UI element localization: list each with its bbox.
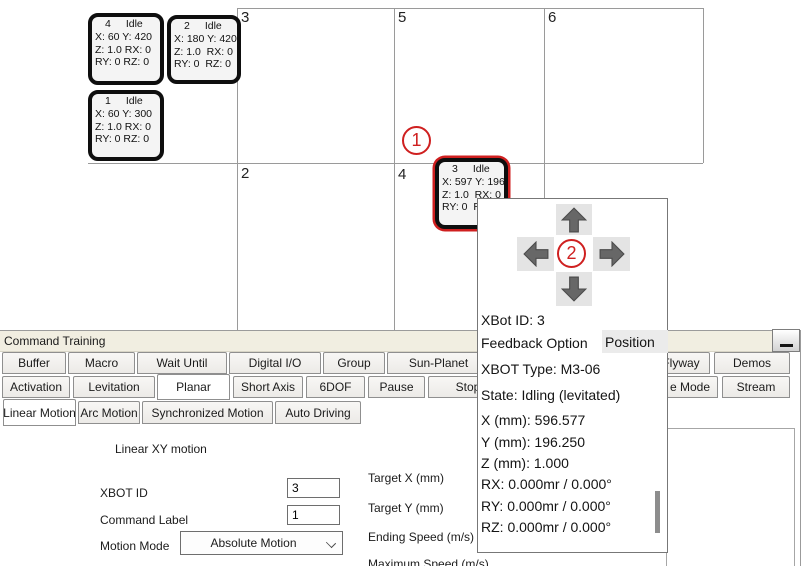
xbot-line: X: 597 Y: 196: [442, 176, 505, 188]
popup-x-mm: X (mm): 596.577: [481, 412, 586, 428]
grid-line: [703, 8, 704, 163]
maximum-speed-label: Maximum Speed (m/s): [368, 557, 489, 566]
tab-6dof[interactable]: 6DOF: [306, 376, 365, 398]
jog-down-button[interactable]: [556, 272, 592, 306]
tab-activation[interactable]: Activation: [2, 376, 70, 398]
tab-macro[interactable]: Macro: [68, 352, 135, 374]
window-titlebar[interactable]: Command Training: [0, 331, 800, 352]
xbot-line: RY: 0 RZ: 0: [174, 58, 231, 70]
tab-pause[interactable]: Pause: [368, 376, 425, 398]
xbot-state: Idle: [125, 18, 143, 30]
grid-cell-label-5: 5: [398, 9, 407, 26]
xbot-line: RY: 0 RZ: 0: [95, 56, 150, 68]
tab-wait-until[interactable]: Wait Until: [137, 352, 227, 374]
ending-speed-label: Ending Speed (m/s): [368, 530, 475, 544]
xbot-status-box-4[interactable]: 4 Idle X: 60 Y: 420 Z: 1.0 RX: 0 RY: 0 RZ…: [88, 13, 164, 85]
command-label-input[interactable]: [287, 505, 340, 525]
xbot-line: Z: 1.0 RX: 0: [174, 45, 233, 58]
section-label: Linear XY motion: [115, 442, 207, 456]
popup-state: State: Idling (levitated): [481, 387, 621, 403]
subtab-synchronized-motion[interactable]: Synchronized Motion: [142, 401, 273, 424]
xbot-id: 1: [105, 95, 111, 107]
motion-mode-value: Absolute Motion: [210, 536, 297, 550]
minimize-button[interactable]: [772, 329, 800, 352]
scrollbar-thumb[interactable]: [655, 491, 660, 533]
command-training-window: Command Training Buffer Macro Wait Until…: [0, 329, 801, 566]
xbot-id: 4: [105, 18, 111, 30]
popup-z-mm: Z (mm): 1.000: [481, 455, 569, 471]
xbot-line: RY: 0 RZ: 0: [95, 133, 150, 145]
xbot-line: X: 60 Y: 420: [95, 31, 153, 43]
jog-left-button[interactable]: [517, 237, 554, 271]
tab-digital-io[interactable]: Digital I/O: [229, 352, 321, 374]
grid-line: [88, 163, 703, 164]
feedback-option-label: Feedback Option: [481, 335, 588, 351]
tab-sun-planet[interactable]: Sun-Planet: [387, 352, 490, 374]
tab-short-axis[interactable]: Short Axis: [233, 376, 303, 398]
xbot-header: 4 Idle: [92, 18, 160, 31]
command-label-label: Command Label: [100, 513, 189, 527]
grid-line: [394, 8, 395, 330]
popup-xbot-type: XBOT Type: M3-06: [481, 361, 601, 377]
chevron-down-icon: [325, 537, 337, 549]
jog-up-button[interactable]: [556, 204, 592, 235]
annotation-circle-1: 1: [402, 126, 431, 155]
annotation-circle-2: 2: [557, 239, 586, 268]
popup-y-mm: Y (mm): 196.250: [481, 434, 586, 450]
popup-rz: RZ: 0.000mr / 0.000°: [481, 519, 612, 535]
motion-mode-label: Motion Mode: [100, 539, 170, 553]
feedback-option-select[interactable]: Position: [602, 330, 668, 353]
window-title: Command Training: [4, 334, 106, 348]
popup-rx: RX: 0.000mr / 0.000°: [481, 476, 612, 492]
xbot-line: X: 60 Y: 300: [95, 108, 153, 120]
xbot-status-box-1[interactable]: 1 Idle X: 60 Y: 300 Z: 1.0 RX: 0 RY: 0 RZ…: [88, 90, 164, 161]
arrow-left-icon: [522, 241, 548, 267]
xbot-header: 2 Idle: [171, 20, 237, 33]
xbot-id: 2: [184, 20, 190, 32]
xbot-id-input[interactable]: [287, 478, 340, 498]
motion-mode-select[interactable]: Absolute Motion: [180, 531, 343, 555]
xbot-line: Z: 1.0 RX: 0: [95, 43, 152, 56]
arrow-down-icon: [561, 276, 587, 302]
xbot-header: 1 Idle: [92, 95, 160, 108]
tab-demos[interactable]: Demos: [714, 352, 790, 374]
subtab-arc-motion[interactable]: Arc Motion: [78, 401, 140, 424]
tab-buffer[interactable]: Buffer: [2, 352, 66, 374]
arrow-up-icon: [561, 206, 587, 232]
arrow-right-icon: [599, 241, 625, 267]
minimize-icon: [780, 344, 793, 347]
xbot-id-label: XBOT ID: [100, 486, 148, 500]
xbot-state: Idle: [472, 163, 490, 175]
tab-planar[interactable]: Planar: [157, 374, 230, 400]
subtab-linear-motion[interactable]: Linear Motion: [3, 399, 76, 426]
xbot-status-box-2[interactable]: 2 Idle X: 180 Y: 420 Z: 1.0 RX: 0 RY: 0 R…: [167, 15, 241, 84]
xbot-popup: 2 XBot ID: 3 Feedback Option Position XB…: [477, 198, 668, 553]
xbot-state: Idle: [125, 95, 143, 107]
output-list-panel[interactable]: [666, 428, 795, 566]
xbot-id: 3: [452, 163, 458, 175]
subtab-auto-driving[interactable]: Auto Driving: [275, 401, 361, 424]
xbot-state: Idle: [204, 20, 222, 32]
tab-levitation[interactable]: Levitation: [73, 376, 155, 398]
grid-cell-label-6: 6: [548, 9, 557, 26]
xbot-line: Z: 1.0 RX: 0: [442, 188, 501, 201]
xbot-line: Z: 1.0 RX: 0: [95, 120, 152, 133]
tab-stream[interactable]: Stream: [722, 376, 790, 398]
tab-group[interactable]: Group: [323, 352, 385, 374]
grid-cell-label-4: 4: [398, 166, 407, 183]
grid-cell-label-3: 3: [241, 9, 250, 26]
grid-line: [237, 8, 703, 9]
grid-cell-label-2: 2: [241, 165, 250, 182]
jog-right-button[interactable]: [593, 237, 630, 271]
popup-ry: RY: 0.000mr / 0.000°: [481, 498, 611, 514]
xbot-header: 3 Idle: [439, 163, 504, 176]
popup-xbot-id: XBot ID: 3: [481, 312, 545, 328]
target-y-label: Target Y (mm): [368, 501, 444, 515]
target-x-label: Target X (mm): [368, 471, 445, 485]
grid-line: [237, 8, 238, 330]
xbot-line: X: 180 Y: 420: [174, 33, 237, 45]
grid-line: [544, 8, 545, 330]
